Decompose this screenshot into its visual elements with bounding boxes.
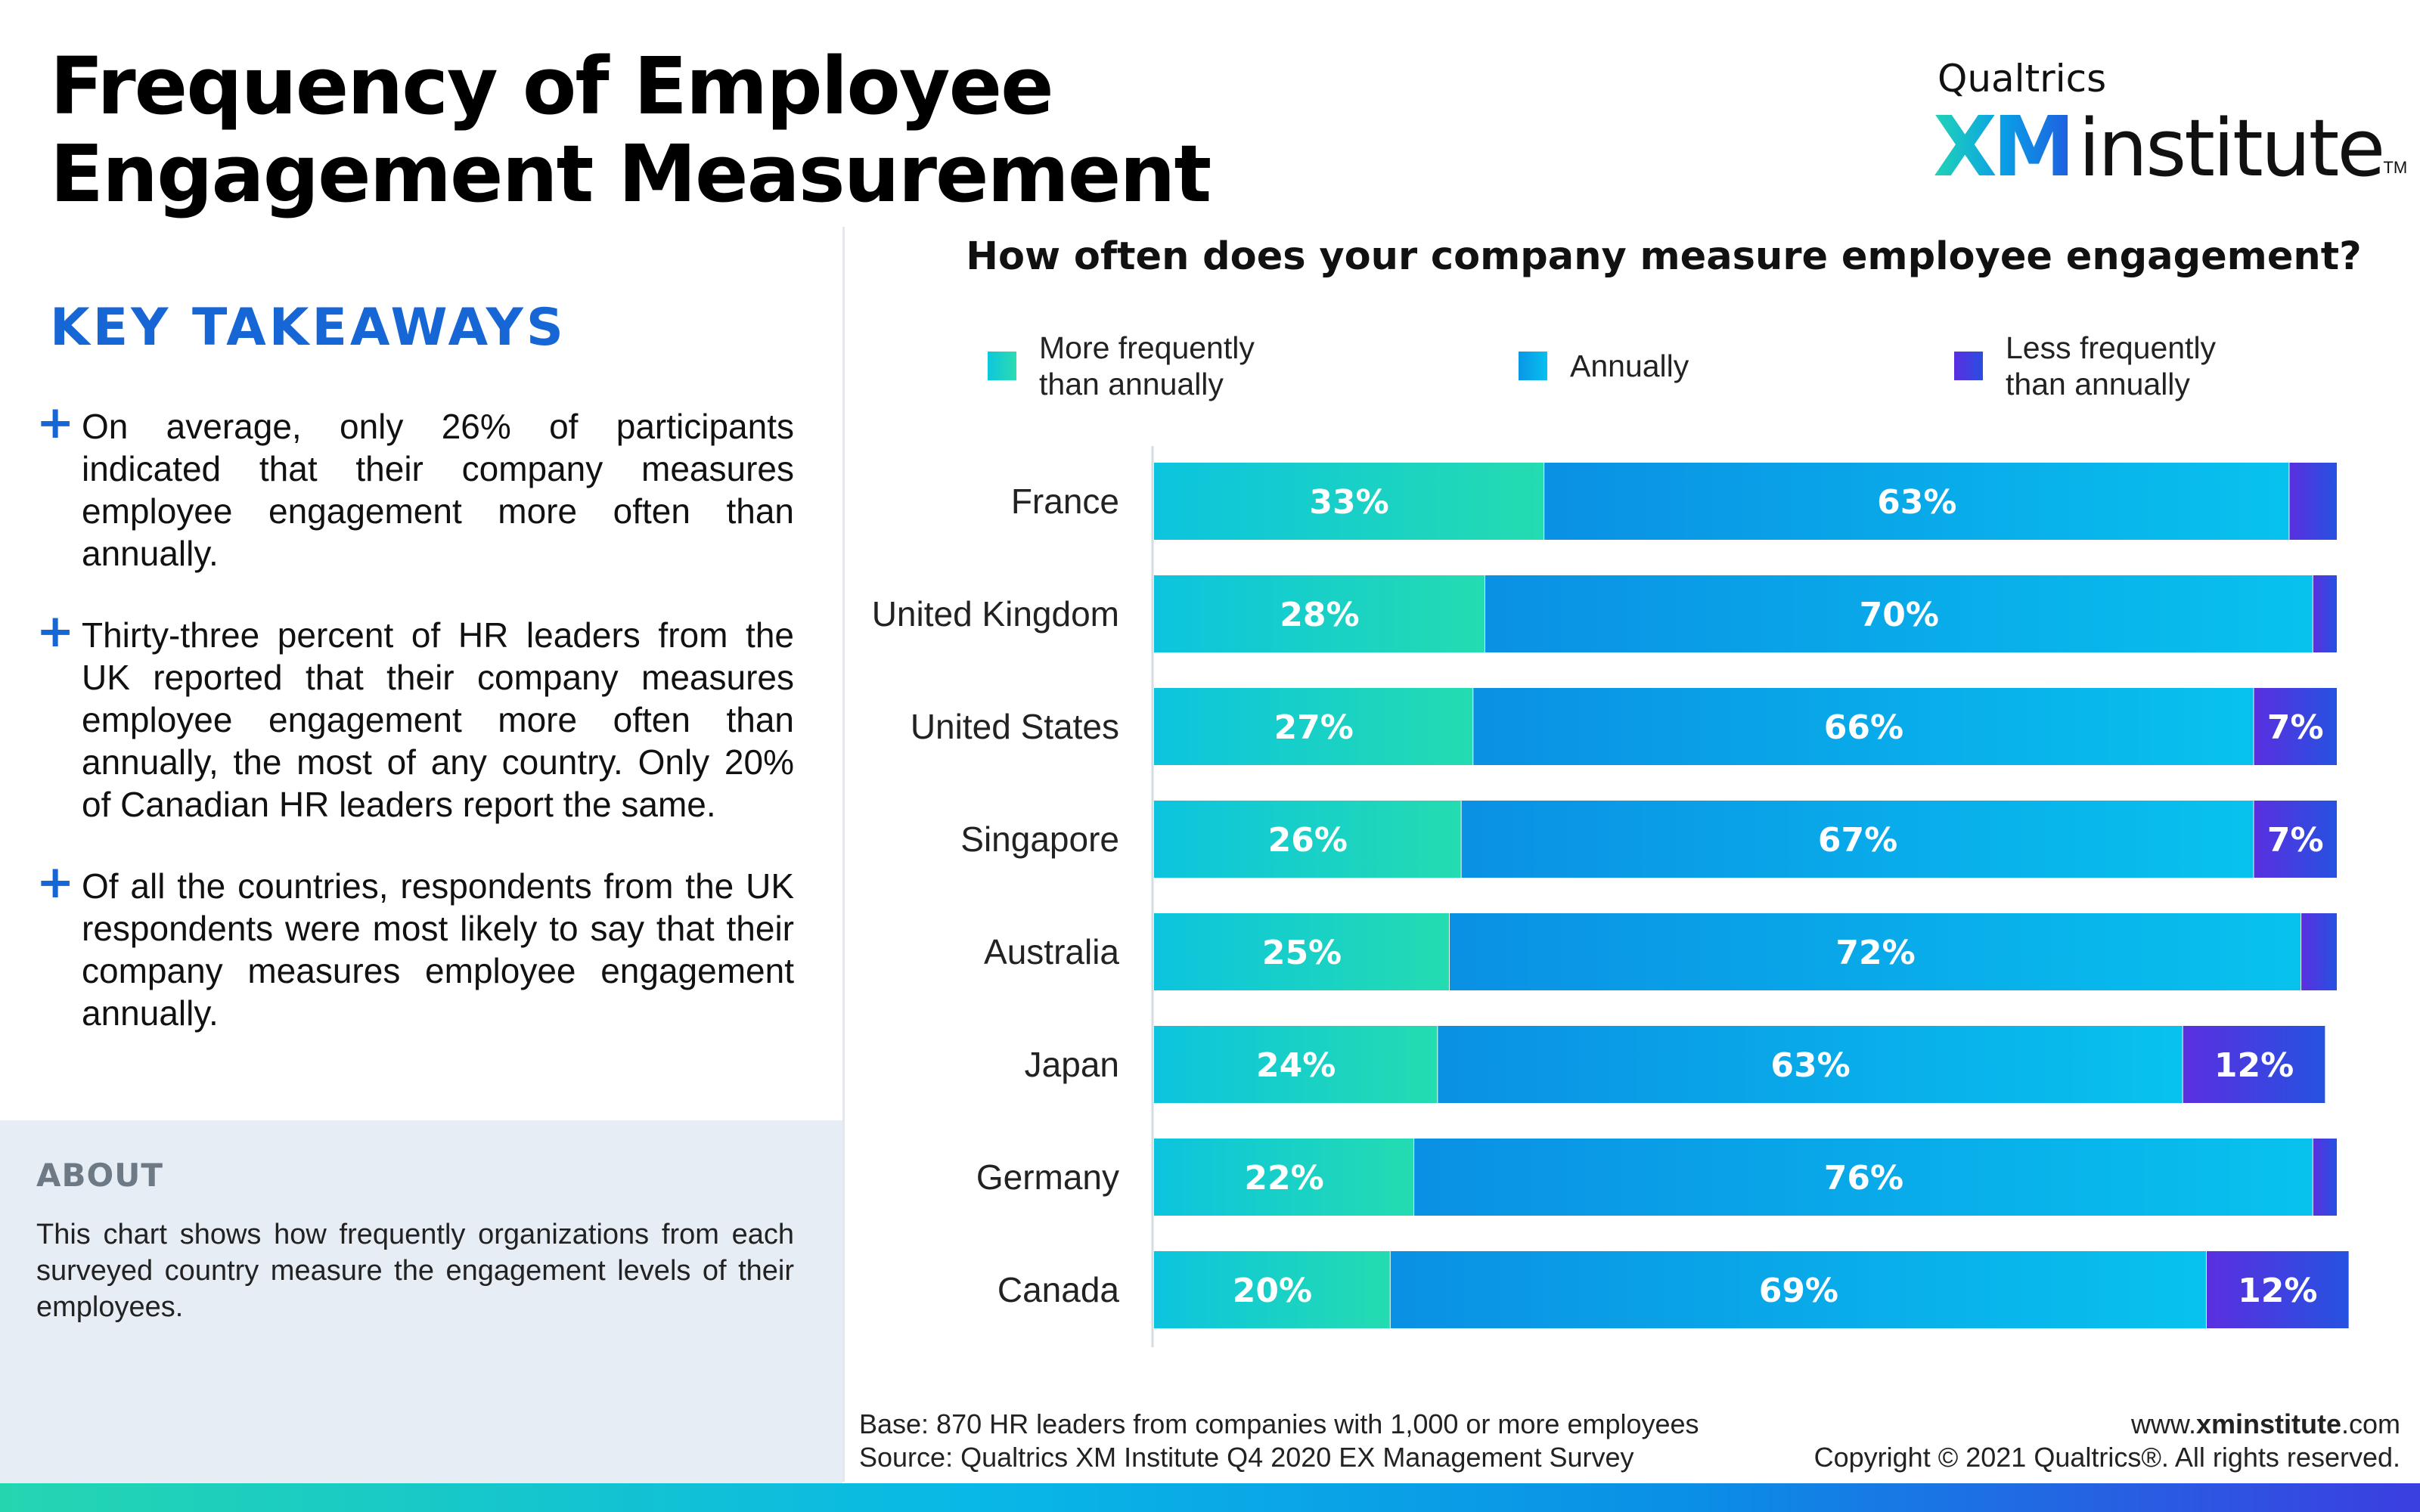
bar-more-frequently bbox=[1154, 1026, 1438, 1103]
key-takeaways-heading: KEY TAKEAWAYS bbox=[50, 298, 566, 358]
bar-less-frequently bbox=[2313, 575, 2337, 652]
data-label: 66% bbox=[1824, 708, 1903, 747]
data-label: 22% bbox=[1244, 1159, 1323, 1198]
bar-annually bbox=[1461, 801, 2254, 878]
data-label: 25% bbox=[1262, 934, 1342, 972]
data-label: 27% bbox=[1274, 708, 1353, 747]
data-label: 70% bbox=[1860, 596, 1939, 634]
bar-annually bbox=[1414, 1139, 2313, 1216]
legend-less-frequently: Less frequently than annually bbox=[1954, 330, 2216, 402]
legend-annually: Annually bbox=[1519, 348, 1689, 384]
bar-more-frequently bbox=[1154, 575, 1485, 652]
bar-more-frequently bbox=[1154, 801, 1462, 878]
bar-annually bbox=[1485, 575, 2313, 652]
bar-more-frequently bbox=[1154, 688, 1474, 765]
data-label: 20% bbox=[1233, 1272, 1312, 1310]
bar-less-frequently bbox=[2313, 1139, 2337, 1216]
category-label: Singapore bbox=[960, 820, 1119, 859]
category-label: United States bbox=[911, 707, 1119, 746]
legend-label-annually: Annually bbox=[1570, 349, 1689, 383]
site-suffix: .com bbox=[2341, 1408, 2400, 1439]
category-label: Germany bbox=[976, 1157, 1119, 1197]
footer-base: Base: 870 HR leaders from companies with… bbox=[859, 1408, 1699, 1439]
bar-more-frequently bbox=[1154, 463, 1545, 540]
panel-divider bbox=[842, 227, 845, 1482]
key-takeaways-list: + On average, only 26% of participants i… bbox=[33, 396, 794, 1074]
category-label: Japan bbox=[1025, 1045, 1119, 1084]
logo-trademark: TM bbox=[2383, 158, 2408, 177]
bar-annually bbox=[1473, 688, 2254, 765]
bar-separator bbox=[1484, 575, 1486, 652]
data-label: 67% bbox=[1818, 821, 1897, 860]
data-label: 76% bbox=[1824, 1159, 1903, 1198]
legend-swatch-less-frequently bbox=[1954, 352, 1983, 380]
page-title: Frequency of Employee Engagement Measure… bbox=[50, 40, 1212, 220]
site-prefix: www. bbox=[2130, 1408, 2196, 1439]
about-heading: ABOUT bbox=[36, 1157, 163, 1194]
bar-more-frequently bbox=[1154, 1251, 1391, 1328]
data-label: 33% bbox=[1309, 483, 1388, 522]
data-label: 7% bbox=[2267, 708, 2324, 747]
about-text: This chart shows how frequently organiza… bbox=[36, 1219, 794, 1323]
bar-less-frequently bbox=[2289, 463, 2337, 540]
data-label: 12% bbox=[2214, 1046, 2294, 1085]
data-label: 72% bbox=[1835, 934, 1915, 972]
bar-less-frequently bbox=[2254, 688, 2337, 765]
bar-less-frequently bbox=[2206, 1251, 2349, 1328]
bar-more-frequently bbox=[1154, 913, 1450, 990]
data-label: 63% bbox=[1877, 483, 1956, 522]
legend-swatch-annually bbox=[1519, 352, 1547, 380]
plus-icon: + bbox=[36, 396, 75, 449]
bar-annually bbox=[1544, 463, 2290, 540]
category-label: Australia bbox=[984, 932, 1119, 971]
category-label: Canada bbox=[997, 1270, 1120, 1309]
logo-xm: XM bbox=[1933, 98, 2075, 195]
bar-annually bbox=[1390, 1251, 2207, 1328]
logo-brand: Qualtrics bbox=[1938, 57, 2107, 101]
plus-icon: + bbox=[36, 856, 75, 909]
data-label: 63% bbox=[1770, 1046, 1850, 1085]
legend-label-more-frequently: More frequently than annually bbox=[1039, 330, 1255, 401]
site-domain: xminstitute bbox=[2195, 1408, 2341, 1439]
data-label: 69% bbox=[1759, 1272, 1838, 1310]
takeaway-item: + Of all the countries, respondents from… bbox=[33, 856, 794, 1034]
takeaway-item: + Thirty-three percent of HR leaders fro… bbox=[33, 605, 794, 826]
legend-more-frequently: More frequently than annually bbox=[988, 330, 1255, 402]
bar-less-frequently bbox=[2254, 801, 2337, 878]
takeaway-text: Of all the countries, respondents from t… bbox=[82, 866, 794, 1033]
about-panel: ABOUT This chart shows how frequently or… bbox=[0, 1120, 842, 1483]
legend-swatch-more-frequently bbox=[988, 352, 1016, 380]
stacked-bar-chart: France 33% 63% United Kingdom 28% 70% United S… bbox=[872, 446, 2349, 1347]
chart-title-text: How often does your company measure empl… bbox=[966, 234, 2362, 279]
plus-icon: + bbox=[36, 605, 75, 658]
takeaway-text: On average, only 26% of participants ind… bbox=[82, 407, 794, 573]
data-label: 28% bbox=[1280, 596, 1359, 634]
footer-copyright: Copyright © 2021 Qualtrics®. All rights … bbox=[1813, 1442, 2400, 1473]
takeaway-text: Thirty-three percent of HR leaders from … bbox=[82, 615, 794, 824]
xm-institute-logo: Qualtrics XMinstituteTM bbox=[1933, 56, 2407, 218]
bar-annually bbox=[1438, 1026, 2183, 1103]
footer-site-copyright: www.xminstitute.com Copyright © 2021 Qua… bbox=[1814, 1408, 2400, 1474]
chart-title: How often does your company measure empl… bbox=[847, 234, 2420, 279]
footer-website: www.xminstitute.com bbox=[1814, 1408, 2400, 1441]
bar-annually bbox=[1450, 913, 2302, 990]
bar-less-frequently bbox=[2183, 1026, 2325, 1103]
data-label: 24% bbox=[1256, 1046, 1336, 1085]
bottom-gradient-bar bbox=[0, 1483, 2420, 1512]
logo-wordmark: XMinstituteTM bbox=[1933, 98, 2407, 218]
data-label: 7% bbox=[2267, 821, 2324, 860]
footer-source-notes: Base: 870 HR leaders from companies with… bbox=[859, 1408, 1699, 1474]
category-label: United Kingdom bbox=[872, 594, 1119, 634]
data-label: 12% bbox=[2238, 1272, 2317, 1310]
logo-institute: institute bbox=[2078, 102, 2385, 194]
takeaway-item: + On average, only 26% of participants i… bbox=[33, 396, 794, 575]
bar-less-frequently bbox=[2301, 913, 2337, 990]
bar-more-frequently bbox=[1154, 1139, 1415, 1216]
data-label: 26% bbox=[1268, 821, 1348, 860]
legend-label-less-frequently: Less frequently than annually bbox=[2006, 330, 2217, 401]
footer-source: Source: Qualtrics XM Institute Q4 2020 E… bbox=[859, 1442, 1634, 1473]
category-label: France bbox=[1011, 482, 1119, 521]
